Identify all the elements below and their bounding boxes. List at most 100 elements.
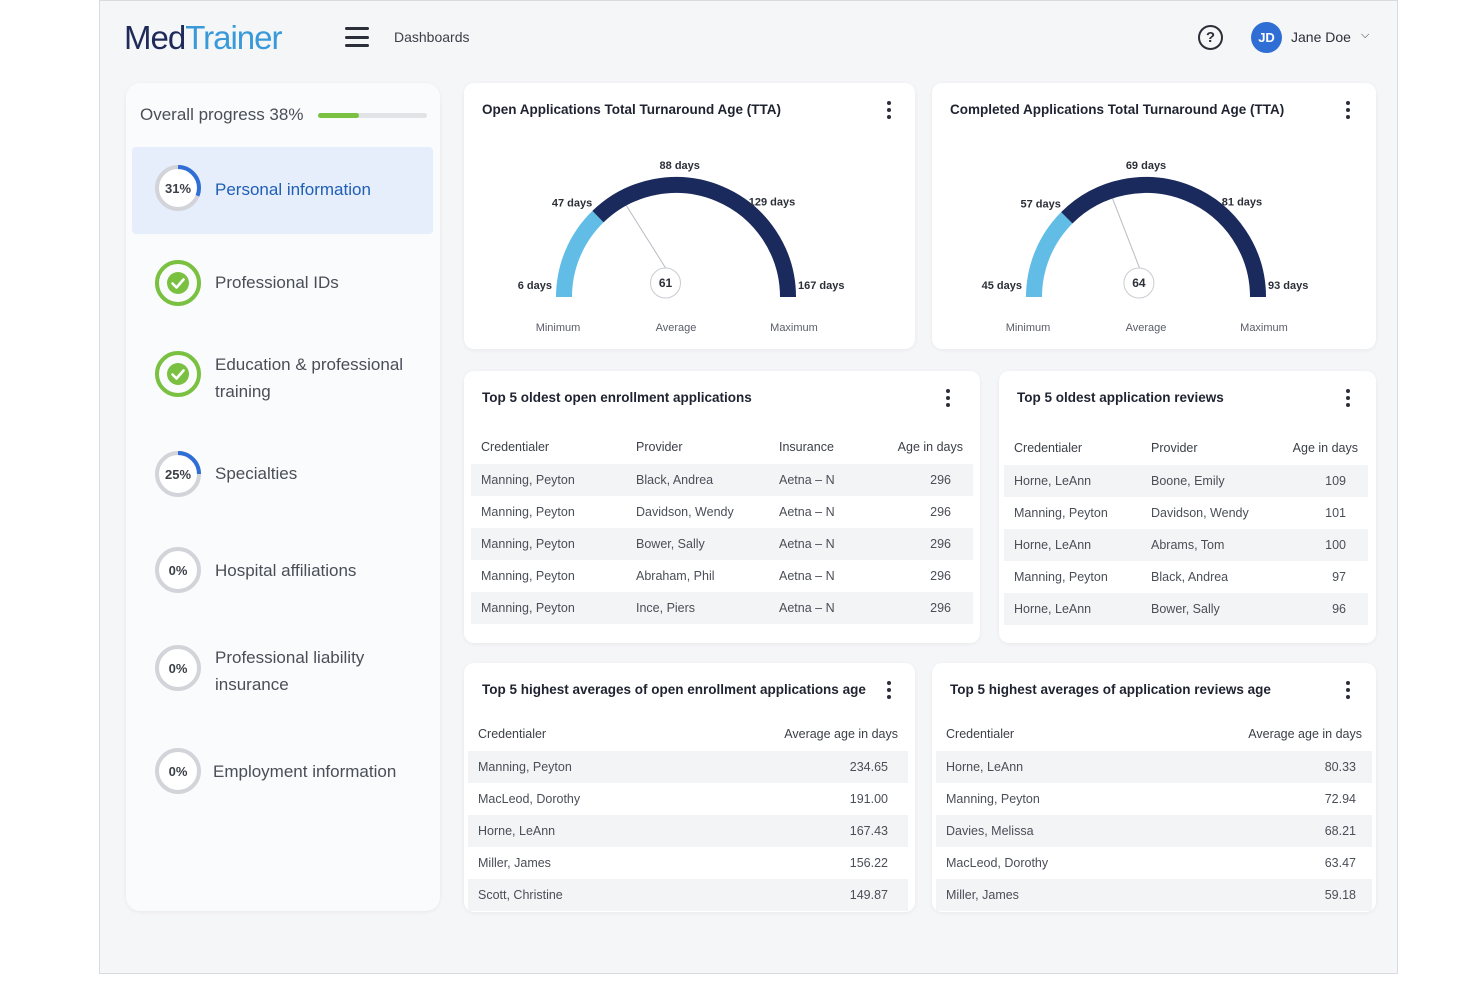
open-applications-tta-card: Open Applications Total Turnaround Age (…: [464, 83, 915, 349]
table-row[interactable]: Manning, Peyton Ince, Piers Aetna – N 296: [471, 592, 973, 624]
oldest-open-applications-table: Credentialer Provider Insurance Age in d…: [471, 430, 973, 624]
sidebar-item-label: Specialties: [215, 464, 298, 483]
table-cell: 191.00: [849, 792, 888, 806]
progress-sidebar: Overall progress 38% 31% Personal inform…: [126, 83, 440, 911]
table-cell: 72.94: [1324, 792, 1356, 806]
check-circle-icon: [155, 351, 201, 397]
card-title: Top 5 oldest application reviews: [1017, 390, 1224, 405]
table-row[interactable]: Davies, Melissa 68.21: [936, 815, 1372, 847]
medtrainer-logo[interactable]: MedTrainer: [124, 19, 283, 56]
overall-progress-label: Overall progress 38%: [140, 105, 304, 124]
table-cell: Abrams, Tom: [1151, 538, 1225, 552]
table-row[interactable]: Horne, LeAnn 167.43: [468, 815, 908, 847]
progress-percent: 25%: [164, 466, 192, 482]
column-header[interactable]: Average age in days: [1248, 727, 1362, 741]
table-row[interactable]: Horne, LeAnn Abrams, Tom 100: [1004, 529, 1368, 561]
card-title: Top 5 oldest open enrollment application…: [482, 390, 752, 405]
table-cell: 296: [930, 569, 951, 583]
table-cell: 296: [930, 537, 951, 551]
sidebar-item-education[interactable]: Education & professional training: [132, 338, 433, 418]
help-icon[interactable]: ?: [1198, 25, 1223, 50]
table-row[interactable]: Miller, James 59.18: [936, 879, 1372, 911]
table-row[interactable]: Horne, LeAnn Bower, Sally 96: [1004, 593, 1368, 625]
app-frame: MedTrainer Dashboards ? JD Jane Doe ⌵ Ov…: [99, 0, 1398, 974]
more-options-icon[interactable]: [886, 681, 892, 699]
column-header[interactable]: Average age in days: [784, 727, 898, 741]
more-options-icon[interactable]: [886, 101, 892, 119]
card-title: Open Applications Total Turnaround Age (…: [482, 102, 781, 117]
more-options-icon[interactable]: [945, 389, 951, 407]
column-header[interactable]: Provider: [1151, 441, 1198, 455]
sidebar-item-label: Professional liability insurance: [215, 648, 365, 694]
table-row[interactable]: Manning, Peyton 234.65: [468, 751, 908, 783]
table-row[interactable]: MacLeod, Dorothy 191.00: [468, 783, 908, 815]
table-row[interactable]: Miller, James 156.22: [468, 847, 908, 879]
table-cell: Scott, Christine: [478, 888, 563, 902]
sidebar-item-liability-insurance[interactable]: 0% Professional liability insurance: [132, 633, 433, 708]
table-cell: MacLeod, Dorothy: [478, 792, 581, 806]
progress-ring: [155, 165, 201, 211]
table-row[interactable]: Manning, Peyton Black, Andrea Aetna – N 296: [471, 464, 973, 496]
table-row[interactable]: Manning, Peyton Davidson, Wendy 101: [1004, 497, 1368, 529]
sidebar-item-label: Education & professional training: [215, 355, 404, 401]
more-options-icon[interactable]: [1345, 389, 1351, 407]
sidebar-item-professional-ids[interactable]: Professional IDs: [132, 243, 433, 323]
table-cell: 63.47: [1324, 856, 1356, 870]
sidebar-item-employment-information[interactable]: 0% Employment information: [132, 733, 433, 813]
gauge-average-value: 64: [1132, 276, 1146, 290]
card-title: Completed Applications Total Turnaround …: [950, 102, 1285, 117]
table-row[interactable]: Horne, LeAnn Boone, Emily 109: [1004, 465, 1368, 497]
sidebar-item-specialties[interactable]: 25% Specialties: [132, 438, 433, 513]
column-header[interactable]: Credentialer: [946, 727, 1015, 741]
table-cell: Manning, Peyton: [946, 792, 1040, 806]
table-cell: Boone, Emily: [1151, 474, 1225, 488]
column-header[interactable]: Credentialer: [481, 440, 550, 454]
breadcrumb[interactable]: Dashboards: [394, 29, 470, 45]
user-name[interactable]: Jane Doe: [1291, 29, 1351, 45]
table-row[interactable]: Manning, Peyton 72.94: [936, 783, 1372, 815]
table-cell: 167.43: [849, 824, 888, 838]
table-cell: Miller, James: [478, 856, 551, 870]
gauge-max-label: 167 days: [798, 280, 844, 292]
gauge-average-caption: Average: [656, 322, 697, 334]
progress-ring: [155, 645, 201, 691]
progress-percent: 0%: [168, 562, 188, 578]
table-cell: Horne, LeAnn: [478, 824, 556, 838]
menu-icon[interactable]: [345, 27, 369, 47]
completed-applications-tta-card: Completed Applications Total Turnaround …: [932, 83, 1376, 349]
avatar[interactable]: JD: [1251, 22, 1282, 53]
more-options-icon[interactable]: [1345, 681, 1351, 699]
table-cell: Manning, Peyton: [1014, 506, 1108, 520]
table-row[interactable]: Scott, Christine 149.87: [468, 879, 908, 911]
table-row[interactable]: Horne, LeAnn 80.33: [936, 751, 1372, 783]
sidebar-item-personal-information[interactable]: 31% Personal information: [132, 147, 433, 234]
sidebar-item-label: Personal information: [215, 180, 371, 199]
column-header[interactable]: Age in days: [897, 440, 963, 454]
progress-percent: 0%: [168, 660, 188, 676]
table-row[interactable]: MacLeod, Dorothy 63.47: [936, 847, 1372, 879]
sidebar-item-hospital-affiliations[interactable]: 0% Hospital affiliations: [132, 533, 433, 608]
table-cell: Manning, Peyton: [1014, 570, 1108, 584]
table-cell: Aetna – N: [779, 601, 835, 615]
table-cell: Manning, Peyton: [481, 505, 575, 519]
column-header[interactable]: Provider: [636, 440, 683, 454]
table-row[interactable]: Manning, Peyton Bower, Sally Aetna – N 296: [471, 528, 973, 560]
gauge-peak-label: 88 days: [660, 160, 700, 172]
column-header[interactable]: Credentialer: [1014, 441, 1083, 455]
progress-percent: 0%: [168, 763, 188, 779]
table-row[interactable]: Manning, Peyton Abraham, Phil Aetna – N 296: [471, 560, 973, 592]
column-header[interactable]: Age in days: [1292, 441, 1358, 455]
gauge-upper-label: 129 days: [749, 196, 795, 208]
table-cell: 101: [1325, 506, 1346, 520]
chevron-down-icon[interactable]: ⌵: [1361, 29, 1370, 41]
column-header[interactable]: Credentialer: [478, 727, 547, 741]
table-cell: Manning, Peyton: [481, 569, 575, 583]
table-row[interactable]: Manning, Peyton Davidson, Wendy Aetna – N 2…: [471, 496, 973, 528]
more-options-icon[interactable]: [1345, 101, 1351, 119]
column-header[interactable]: Insurance: [779, 440, 834, 454]
table-row[interactable]: Manning, Peyton Black, Andrea 97: [1004, 561, 1368, 593]
gauge-segment-dark: [592, 177, 796, 298]
gauge-min-label: 6 days: [518, 280, 552, 292]
tta-gauge-chart: 61 6 days 167 days 47 days 88 days 129 days Mi…: [518, 160, 845, 334]
gauge-segment-dark: [1061, 177, 1266, 298]
